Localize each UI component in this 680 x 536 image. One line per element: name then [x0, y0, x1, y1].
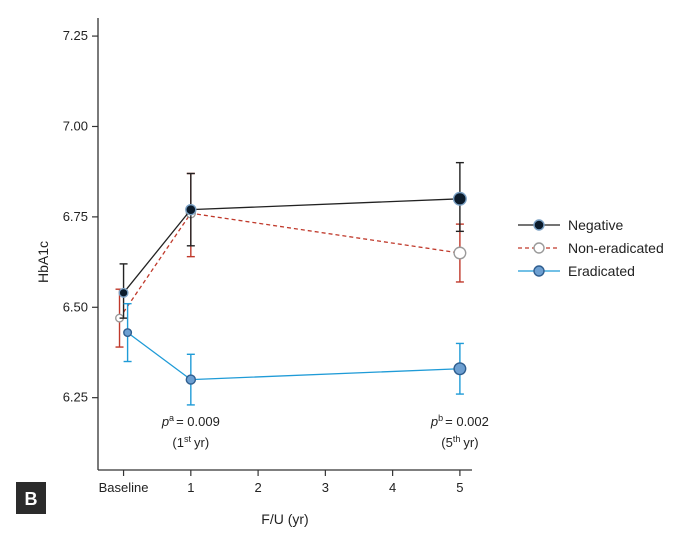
legend-marker-swatch — [533, 265, 545, 277]
p-symbol: p — [430, 414, 438, 429]
x-tick-label: 5 — [456, 480, 463, 495]
series-line — [127, 332, 460, 381]
p-value: = 0.009 — [176, 414, 220, 429]
legend-label: Non-eradicated — [568, 240, 664, 256]
data-point — [118, 287, 129, 298]
legend-marker-swatch — [533, 219, 545, 231]
data-point — [123, 328, 133, 338]
series-negative — [118, 161, 467, 319]
p-superscript: a — [169, 413, 174, 423]
data-point — [185, 203, 197, 216]
period-unit: yr — [194, 435, 206, 450]
y-tick-label: 6.50 — [63, 299, 88, 314]
x-tick-label: 2 — [254, 480, 261, 495]
x-tick-label: 3 — [322, 480, 329, 495]
p-symbol: p — [161, 414, 169, 429]
series-line — [123, 198, 460, 294]
y-tick-label: 7.25 — [63, 28, 88, 43]
legend-item-eradicated: Eradicated — [518, 263, 635, 279]
legend-label: Negative — [568, 217, 623, 233]
period-number: 1 — [177, 435, 184, 450]
p-value-text: pb = 0.002 — [430, 413, 489, 429]
p-value-annotation: pb = 0.002 (5th yr) — [430, 413, 489, 450]
y-tick-label: 6.75 — [63, 209, 88, 224]
p-superscript: b — [438, 413, 443, 423]
legend: Negative Non-eradicated Eradicated — [518, 217, 664, 279]
period-unit: yr — [463, 435, 475, 450]
x-axis-ticks: Baseline 1 2 3 4 5 — [99, 470, 464, 495]
x-tick-label: 4 — [389, 480, 396, 495]
series-line — [118, 212, 460, 319]
annotations: pa = 0.009(1st yr)pb = 0.002(5th yr) — [161, 413, 489, 450]
data-point — [453, 362, 467, 376]
legend-label: Eradicated — [568, 263, 635, 279]
legend-item-negative: Negative — [518, 217, 623, 233]
period-text: (1st yr) — [172, 434, 209, 450]
data-point — [453, 246, 467, 260]
series-eradicated — [123, 302, 467, 406]
paren-open: ( — [172, 435, 177, 450]
paren-close: ) — [474, 435, 478, 450]
x-axis-title: F/U (yr) — [261, 511, 308, 527]
x-tick-label: Baseline — [99, 480, 149, 495]
series-non-eradicated — [115, 172, 467, 348]
legend-item-non-eradicated: Non-eradicated — [518, 240, 664, 256]
data-point — [185, 374, 197, 385]
y-axis-title: HbA1c — [35, 241, 51, 283]
p-value-text: pa = 0.009 — [161, 413, 220, 429]
period-text: (5th yr) — [441, 434, 478, 450]
paren-close: ) — [205, 435, 209, 450]
period-superscript: th — [453, 434, 461, 444]
panel-letter-box — [16, 482, 46, 514]
p-value: = 0.002 — [445, 414, 489, 429]
data-point — [452, 191, 467, 206]
y-tick-label: 6.25 — [63, 390, 88, 405]
paren-open: ( — [441, 435, 446, 450]
p-value-annotation: pa = 0.009 (1st yr) — [161, 413, 220, 450]
y-tick-label: 7.00 — [63, 118, 88, 133]
x-tick-label: 1 — [187, 480, 194, 495]
period-superscript: st — [184, 434, 192, 444]
legend-marker-swatch — [533, 242, 545, 254]
series-layer — [115, 161, 467, 406]
period-number: 5 — [446, 435, 453, 450]
y-axis-ticks: 6.25 6.50 6.75 7.00 7.25 — [63, 28, 98, 405]
panel-letter: B — [25, 489, 38, 509]
